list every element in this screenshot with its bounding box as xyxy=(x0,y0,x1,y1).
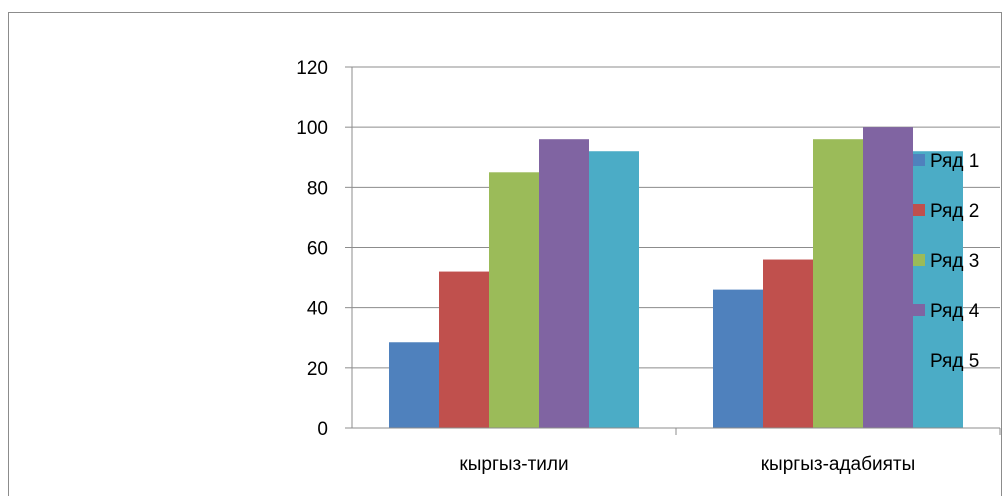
bar-4-1 xyxy=(539,139,589,428)
bar-5-2 xyxy=(913,151,963,428)
x-category-label: кыргыз-тили xyxy=(459,454,568,475)
y-tick-label: 80 xyxy=(307,178,328,199)
bar-2-2 xyxy=(763,259,813,428)
bar-3-2 xyxy=(813,139,863,428)
legend: Ряд 1 Ряд 2 Ряд 3 Ряд 4 Ряд 5 xyxy=(913,151,980,372)
y-tick-label: 100 xyxy=(296,118,328,139)
y-tick-labels: 0 20 40 60 80 100 120 xyxy=(296,58,328,440)
y-tick-label: 60 xyxy=(307,239,328,260)
bar-chart: 0 20 40 60 80 100 120 кыргыз-тили кыргыз-адабия… xyxy=(296,58,1001,475)
axes xyxy=(345,66,1001,435)
bar-3-1 xyxy=(489,172,539,428)
legend-label: Ряд 4 xyxy=(930,301,980,322)
x-category-label: кыргыз-адабияты xyxy=(761,454,916,475)
legend-swatch xyxy=(913,354,925,366)
legend-swatch xyxy=(913,304,925,316)
legend-swatch xyxy=(913,154,925,166)
y-tick-label: 0 xyxy=(317,419,328,440)
legend-swatch xyxy=(913,204,925,216)
bar-5-1 xyxy=(589,151,639,428)
y-tick-label: 120 xyxy=(296,58,328,79)
legend-label: Ряд 2 xyxy=(930,201,979,222)
y-tick-label: 20 xyxy=(307,359,328,380)
bar-4-2 xyxy=(863,127,913,429)
legend-label: Ряд 5 xyxy=(930,351,979,372)
legend-label: Ряд 1 xyxy=(930,151,979,172)
x-category-labels: кыргыз-тили кыргыз-адабияты xyxy=(459,454,915,475)
bar-2-1 xyxy=(439,271,489,428)
bars xyxy=(389,127,963,429)
bar-1-2 xyxy=(713,289,763,428)
legend-swatch xyxy=(913,254,925,266)
y-tick-label: 40 xyxy=(307,299,328,320)
bar-1-1 xyxy=(389,342,439,428)
legend-label: Ряд 3 xyxy=(930,251,979,272)
